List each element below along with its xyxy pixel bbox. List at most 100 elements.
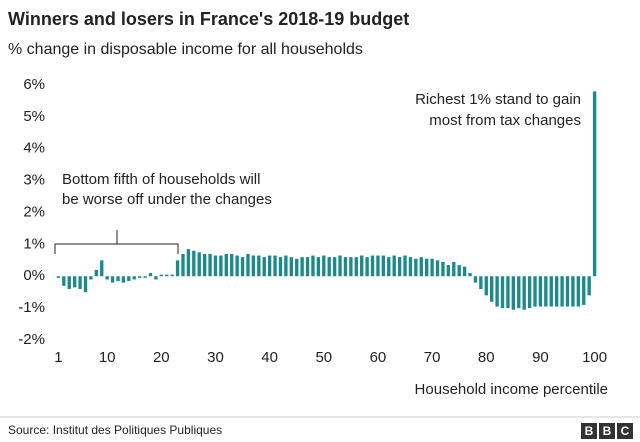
y-tick-label: 6% xyxy=(23,76,45,93)
bar xyxy=(511,276,516,310)
bar xyxy=(105,276,109,280)
bar xyxy=(165,274,169,277)
bar xyxy=(522,276,526,310)
bar xyxy=(121,276,126,283)
bar xyxy=(62,276,66,286)
bar xyxy=(67,276,71,289)
bar xyxy=(159,274,163,277)
bar xyxy=(490,276,494,302)
bar xyxy=(300,257,304,277)
annotation: Bottom fifth of households will xyxy=(62,171,260,188)
bar xyxy=(240,257,245,277)
bar xyxy=(527,276,532,309)
bar xyxy=(192,250,196,277)
bar xyxy=(533,276,537,307)
bar xyxy=(186,249,191,277)
x-tick-label: 90 xyxy=(532,349,549,366)
logo-box xyxy=(599,423,615,439)
bar xyxy=(495,276,499,307)
bar xyxy=(322,255,326,277)
bar xyxy=(592,91,597,277)
y-tick-label: 2% xyxy=(23,203,45,220)
bar xyxy=(116,276,120,282)
bar xyxy=(267,255,272,277)
logo-letter: B xyxy=(585,424,594,438)
bar xyxy=(148,273,153,277)
annotation: most from tax changes xyxy=(429,112,581,129)
bar xyxy=(457,265,461,277)
bar xyxy=(403,255,407,277)
bar xyxy=(100,260,104,277)
logo-letter: B xyxy=(603,424,612,438)
bar xyxy=(565,276,570,307)
bar xyxy=(441,261,445,277)
bar xyxy=(349,257,353,277)
bar xyxy=(208,253,212,277)
bar xyxy=(143,276,147,278)
bar xyxy=(446,265,451,277)
bar xyxy=(587,276,591,296)
bar xyxy=(571,276,575,307)
bar xyxy=(257,255,261,277)
bar xyxy=(365,257,369,277)
x-tick-label: 40 xyxy=(261,349,278,366)
bar xyxy=(137,276,142,278)
bar xyxy=(154,276,158,280)
x-tick-label: 60 xyxy=(370,349,387,366)
bar xyxy=(278,257,283,277)
bar xyxy=(549,276,553,307)
bar xyxy=(89,276,93,280)
bar xyxy=(419,257,423,277)
bar xyxy=(560,276,564,307)
bar xyxy=(170,274,174,277)
bar xyxy=(273,255,277,277)
bar xyxy=(381,255,386,277)
chart-title: Winners and losers in France's 2018-19 b… xyxy=(8,9,409,29)
bar xyxy=(197,252,201,277)
bar xyxy=(213,255,218,277)
x-axis-label: Household income percentile xyxy=(415,381,608,398)
bar xyxy=(338,255,342,277)
bar xyxy=(230,253,234,277)
bar xyxy=(219,255,223,277)
bar xyxy=(311,255,315,277)
bar xyxy=(327,257,331,277)
bar xyxy=(397,257,402,277)
bar xyxy=(284,255,288,277)
bar xyxy=(202,253,207,277)
bar xyxy=(224,253,228,277)
bar xyxy=(414,258,418,277)
bar xyxy=(56,276,61,278)
x-tick-label: 70 xyxy=(424,349,441,366)
bar xyxy=(343,257,348,277)
bar xyxy=(484,276,488,296)
logo: B B C xyxy=(581,423,633,439)
logo-letter: C xyxy=(621,424,630,438)
bar xyxy=(392,255,396,277)
bar xyxy=(576,276,581,307)
bar xyxy=(175,260,180,277)
bar xyxy=(408,257,413,277)
bar xyxy=(517,276,521,309)
bar xyxy=(354,257,358,277)
annotation: Richest 1% stand to gain xyxy=(415,91,581,108)
annotation: be worse off under the changes xyxy=(62,191,272,208)
x-tick-label: 80 xyxy=(478,349,495,366)
y-tick-label: 1% xyxy=(23,235,45,252)
bar xyxy=(132,276,136,280)
bar xyxy=(376,255,380,277)
bar xyxy=(462,266,467,277)
bar xyxy=(544,276,548,307)
bar xyxy=(181,253,185,277)
logo-box xyxy=(581,423,597,439)
y-tick-label: -2% xyxy=(18,331,45,348)
chart-subtitle: % change in disposable income for all ho… xyxy=(8,41,363,58)
bar xyxy=(246,253,250,277)
y-tick-label: 3% xyxy=(23,172,45,189)
x-tick-label: 20 xyxy=(153,349,170,366)
x-tick-label: 10 xyxy=(99,349,116,366)
bar xyxy=(360,255,364,277)
bar xyxy=(262,257,266,277)
